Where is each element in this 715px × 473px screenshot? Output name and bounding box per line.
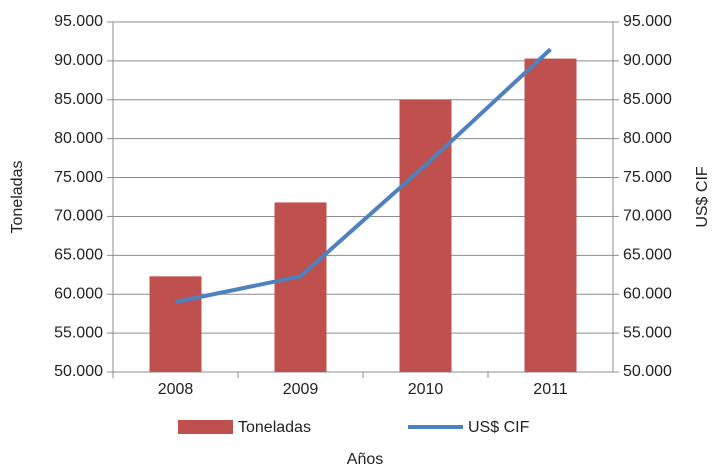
y2-tick-label: 50.000 bbox=[623, 363, 672, 380]
y2-tick-label: 75.000 bbox=[623, 169, 672, 186]
y-tick-label: 85.000 bbox=[54, 91, 103, 108]
bar bbox=[274, 202, 327, 372]
x-tick-label: 2011 bbox=[533, 381, 568, 398]
y2-axis-title: US$ CIF bbox=[694, 166, 711, 228]
y2-tick-label: 65.000 bbox=[623, 247, 672, 264]
y2-tick-label: 70.000 bbox=[623, 208, 672, 225]
y-tick-label: 95.000 bbox=[54, 13, 103, 30]
x-tick-label: 2010 bbox=[408, 381, 444, 398]
line bbox=[175, 47, 552, 304]
y-tick-label: 70.000 bbox=[54, 208, 103, 225]
y-tick-label: 90.000 bbox=[54, 52, 103, 69]
legend-label: US$ CIF bbox=[468, 419, 530, 436]
bar bbox=[399, 99, 452, 373]
y2-tick-label: 95.000 bbox=[623, 13, 672, 30]
y2-tick-label: 80.000 bbox=[623, 130, 672, 147]
y-tick-label: 50.000 bbox=[54, 363, 103, 380]
y-tick-label: 55.000 bbox=[54, 324, 103, 341]
bar bbox=[149, 276, 202, 372]
x-axis-title: Años bbox=[347, 451, 383, 468]
y-tick-label: 75.000 bbox=[54, 169, 103, 186]
y2-tick-label: 90.000 bbox=[623, 52, 672, 69]
y-axis-title: Toneladas bbox=[9, 161, 26, 234]
x-tick-label: 2008 bbox=[158, 381, 194, 398]
y2-tick-label: 60.000 bbox=[623, 285, 672, 302]
y2-tick-label: 85.000 bbox=[623, 91, 672, 108]
y-tick-label: 65.000 bbox=[54, 247, 103, 264]
y2-tick-label: 55.000 bbox=[623, 324, 672, 341]
bar bbox=[524, 58, 577, 373]
x-tick-label: 2009 bbox=[283, 381, 319, 398]
legend-swatch bbox=[178, 420, 233, 434]
legend-label: Toneladas bbox=[238, 419, 311, 436]
y-tick-label: 60.000 bbox=[54, 285, 103, 302]
y-tick-label: 80.000 bbox=[54, 130, 103, 147]
